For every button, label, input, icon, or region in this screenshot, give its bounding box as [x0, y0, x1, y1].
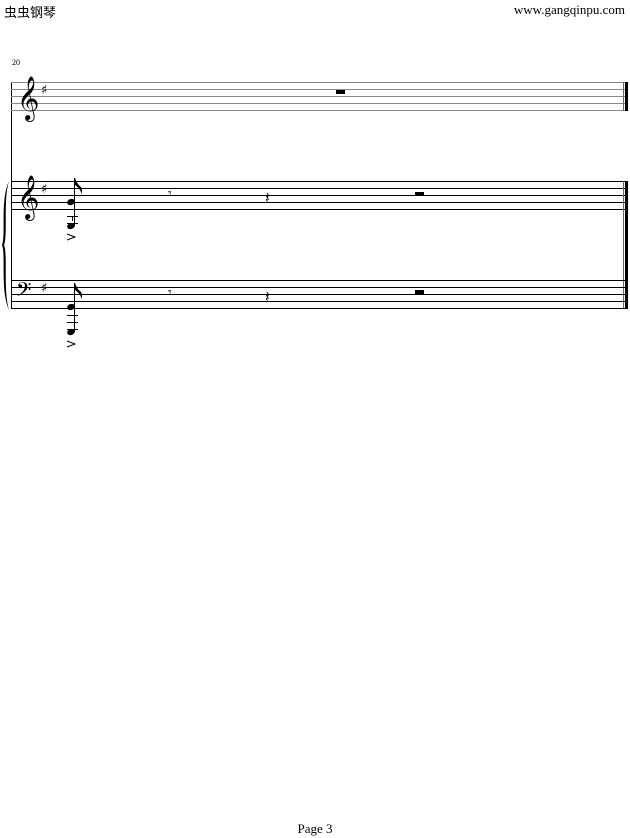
sharp-icon: ♯	[41, 182, 47, 197]
staff-1	[11, 82, 626, 111]
half-rest-icon	[415, 290, 424, 294]
treble-clef-icon: 𝄞	[17, 76, 39, 122]
eighth-note-chord	[66, 178, 82, 241]
final-barline	[623, 181, 628, 309]
final-barline	[623, 82, 628, 111]
measure-number: 20	[12, 58, 20, 67]
quarter-rest-icon: 𝄽	[265, 287, 270, 306]
sharp-icon: ♯	[41, 281, 47, 296]
site-name: 虫虫钢琴	[4, 5, 57, 20]
staff-3	[11, 280, 626, 309]
bass-clef-icon: 𝄢	[16, 278, 31, 306]
staff-2	[11, 181, 626, 210]
page-number: Page 3	[297, 821, 333, 836]
accent-icon	[66, 233, 77, 241]
brace-icon	[2, 181, 9, 310]
quarter-rest-icon: 𝄽	[265, 188, 270, 207]
whole-rest-icon	[336, 90, 345, 94]
eighth-note-chord	[66, 283, 82, 348]
eighth-rest-icon: 𝄾	[168, 285, 172, 301]
sharp-icon: ♯	[41, 83, 47, 98]
half-rest-icon	[415, 192, 424, 196]
eighth-rest-icon: 𝄾	[168, 186, 172, 202]
treble-clef-icon: 𝄞	[17, 175, 39, 221]
accent-icon	[66, 340, 77, 348]
site-url: www.gangqinpu.com	[513, 2, 625, 17]
